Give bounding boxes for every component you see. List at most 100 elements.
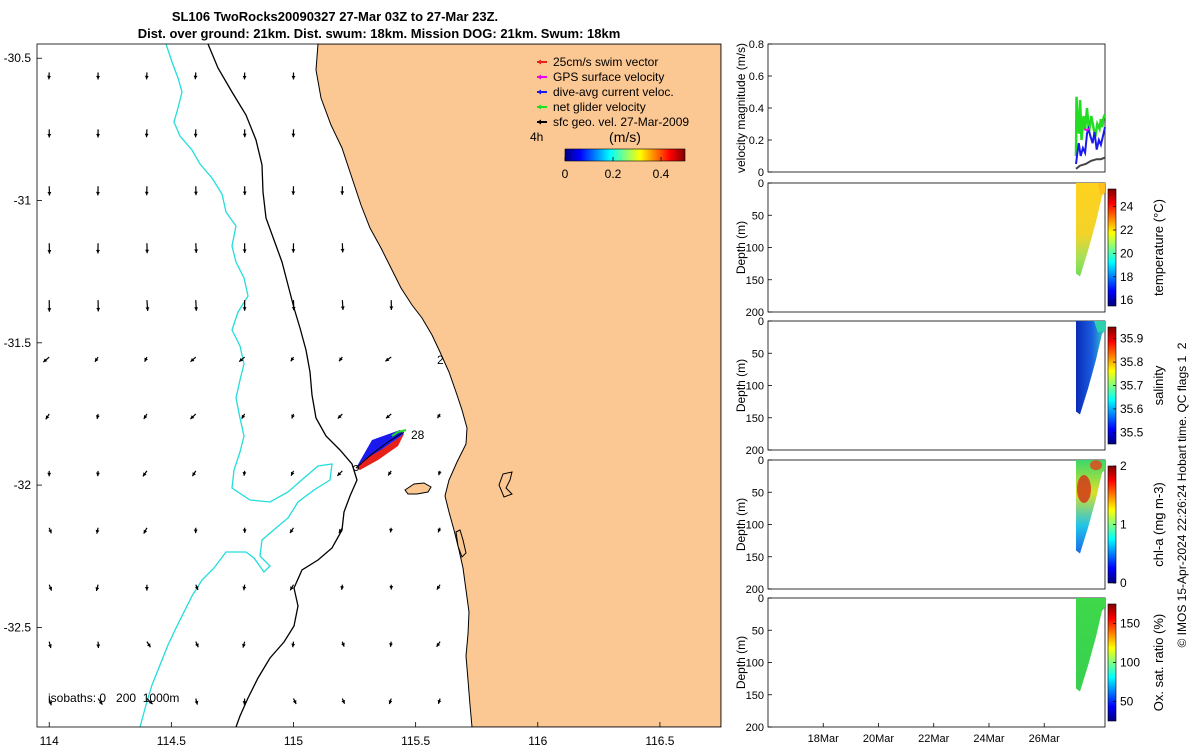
velocity-arrow-head (190, 415, 195, 420)
chl-max-patch (1076, 475, 1091, 504)
velocity-arrow-head (337, 471, 342, 476)
velocity-arrow-head (48, 644, 52, 649)
velocity-arrow-head (96, 307, 101, 312)
profile-frame (767, 459, 1106, 590)
velocity-arrow-head (291, 249, 296, 253)
depth-tick-label: 200 (746, 445, 764, 457)
velocity-arrow-head (45, 415, 50, 420)
velocity-arrow-head (95, 587, 100, 591)
velocity-arrow-head (192, 472, 196, 477)
velocity-arrow-head (291, 191, 296, 195)
legend-swatch-head (537, 119, 541, 125)
velocity-arrow-head (389, 585, 394, 590)
velocity-arrow-head (389, 528, 393, 533)
velocity-arrow-head (436, 642, 441, 647)
velocity-arrow-head (242, 529, 247, 533)
velocity-arrow-head (96, 249, 100, 254)
velocity-arrow-head (142, 472, 147, 477)
credit-text: © IMOS 15-Apr-2024 22:26:24 Hobart time.… (1175, 342, 1189, 647)
velocity-arrow-head (292, 699, 297, 704)
depth-tick-label: 50 (752, 348, 764, 360)
colorbar-tick-label: 20 (1120, 246, 1134, 260)
velocity-arrow-head (290, 357, 295, 362)
rottnest-island (404, 482, 432, 495)
date-tick-label: 18Mar (808, 733, 840, 745)
map-x-tick-label: 114.5 (157, 734, 186, 748)
cape-peron (498, 471, 513, 498)
velocity-arrow-head (144, 75, 149, 80)
track-start-marker (353, 465, 359, 471)
velocity-arrow-head (290, 586, 294, 591)
velocity-series (1074, 96, 1107, 170)
velocity-arrow-head (388, 700, 393, 705)
velocity-arrow-head (47, 191, 52, 196)
land-mass (315, 44, 721, 727)
colorbar-tick-label: 35.9 (1120, 332, 1144, 346)
velocity-arrow-head (95, 415, 100, 419)
map-y-tick-label: -31.5 (4, 336, 32, 350)
velocity-panel-frame (767, 43, 1106, 173)
velocity-arrow-head (386, 414, 390, 419)
map-y-tick-label: -32 (14, 478, 32, 492)
velocity-arrow-head (47, 472, 52, 477)
profile-panel: 0 50 100 150 200 Depth (m) 0 1 2 chl-a (mg m-3) (734, 455, 1166, 596)
velocity-arrow-head (291, 306, 296, 311)
velocity-arrow-head (194, 307, 199, 311)
velocity-arrow-head (96, 472, 100, 477)
swim-vector-fan (356, 434, 404, 470)
velocity-arrow-head (242, 701, 247, 705)
surface-velocity-field (42, 72, 442, 706)
colorbar-tick-label: 18 (1120, 270, 1134, 284)
depth-tick-label: 0 (758, 593, 764, 605)
velocity-arrow-head (146, 643, 151, 648)
velocity-arrow-head (43, 358, 48, 363)
date-tick-label: 20Mar (863, 733, 895, 745)
colorbar-label: salinity (1151, 365, 1166, 405)
map-colorbar-gradient (564, 148, 686, 162)
velocity-arrow-head (291, 133, 296, 138)
date-tick-label: 22Mar (918, 733, 950, 745)
profile-frame (767, 182, 1106, 313)
colorbar-tick-label: 100 (1120, 656, 1140, 670)
velocity-arrow-head (96, 191, 100, 196)
depth-ylabel: Depth (m) (734, 636, 748, 689)
velocity-arrow-head (340, 586, 345, 590)
velocity-arrow-head (340, 306, 345, 310)
chl-surface-patch (1089, 460, 1102, 471)
velocity-arrow-head (340, 248, 345, 253)
profile-data (1075, 598, 1105, 692)
velocity-arrow-head (96, 133, 100, 138)
velocity-y-tick-label: 0 (758, 167, 764, 179)
velocity-arrow-head (242, 586, 247, 591)
velocity-arrow-head (291, 414, 295, 419)
depth-tick-label: 50 (752, 625, 764, 637)
legend-swatch-head (537, 59, 541, 65)
temperature-surface-patch (1097, 183, 1105, 195)
velocity-arrow-head (96, 644, 101, 649)
velocity-arrow-head (143, 415, 148, 420)
colorbar-tick-label: 2 (1120, 459, 1127, 473)
legend-label: GPS surface velocity (553, 70, 664, 84)
velocity-arrow-head (194, 700, 199, 705)
profile-panel: 0 50 100 150 200 Depth (m) 50 100 150 Ox. sat. ra… (734, 593, 1166, 745)
velocity-arrow-head (437, 471, 442, 476)
velocity-arrow-head (341, 699, 345, 704)
map-y-tick-label: -30.5 (4, 51, 32, 65)
velocity-arrow-head (48, 586, 53, 591)
profile-data (1075, 183, 1105, 277)
legend-swatch-head (537, 104, 541, 110)
velocity-arrow-head (239, 357, 244, 362)
map-colorbar-tick-label: 0 (562, 167, 569, 181)
profile-frame (767, 320, 1106, 451)
velocity-arrow-head (193, 133, 198, 138)
depth-tick-label: 0 (758, 455, 764, 467)
depth-tick-label: 200 (746, 307, 764, 319)
map-frame (36, 43, 722, 728)
depth-tick-label: 50 (752, 210, 764, 222)
profile-panel: 0 50 100 150 200 Depth (m) 35.5 35.6 35.7 35.8 35.… (734, 316, 1166, 457)
map-y-ticks: -30.5 -31 -31.5 -32 -32.5 (4, 51, 42, 634)
velocity-arrow-head (290, 529, 294, 534)
velocity-arrow-head (148, 700, 153, 705)
